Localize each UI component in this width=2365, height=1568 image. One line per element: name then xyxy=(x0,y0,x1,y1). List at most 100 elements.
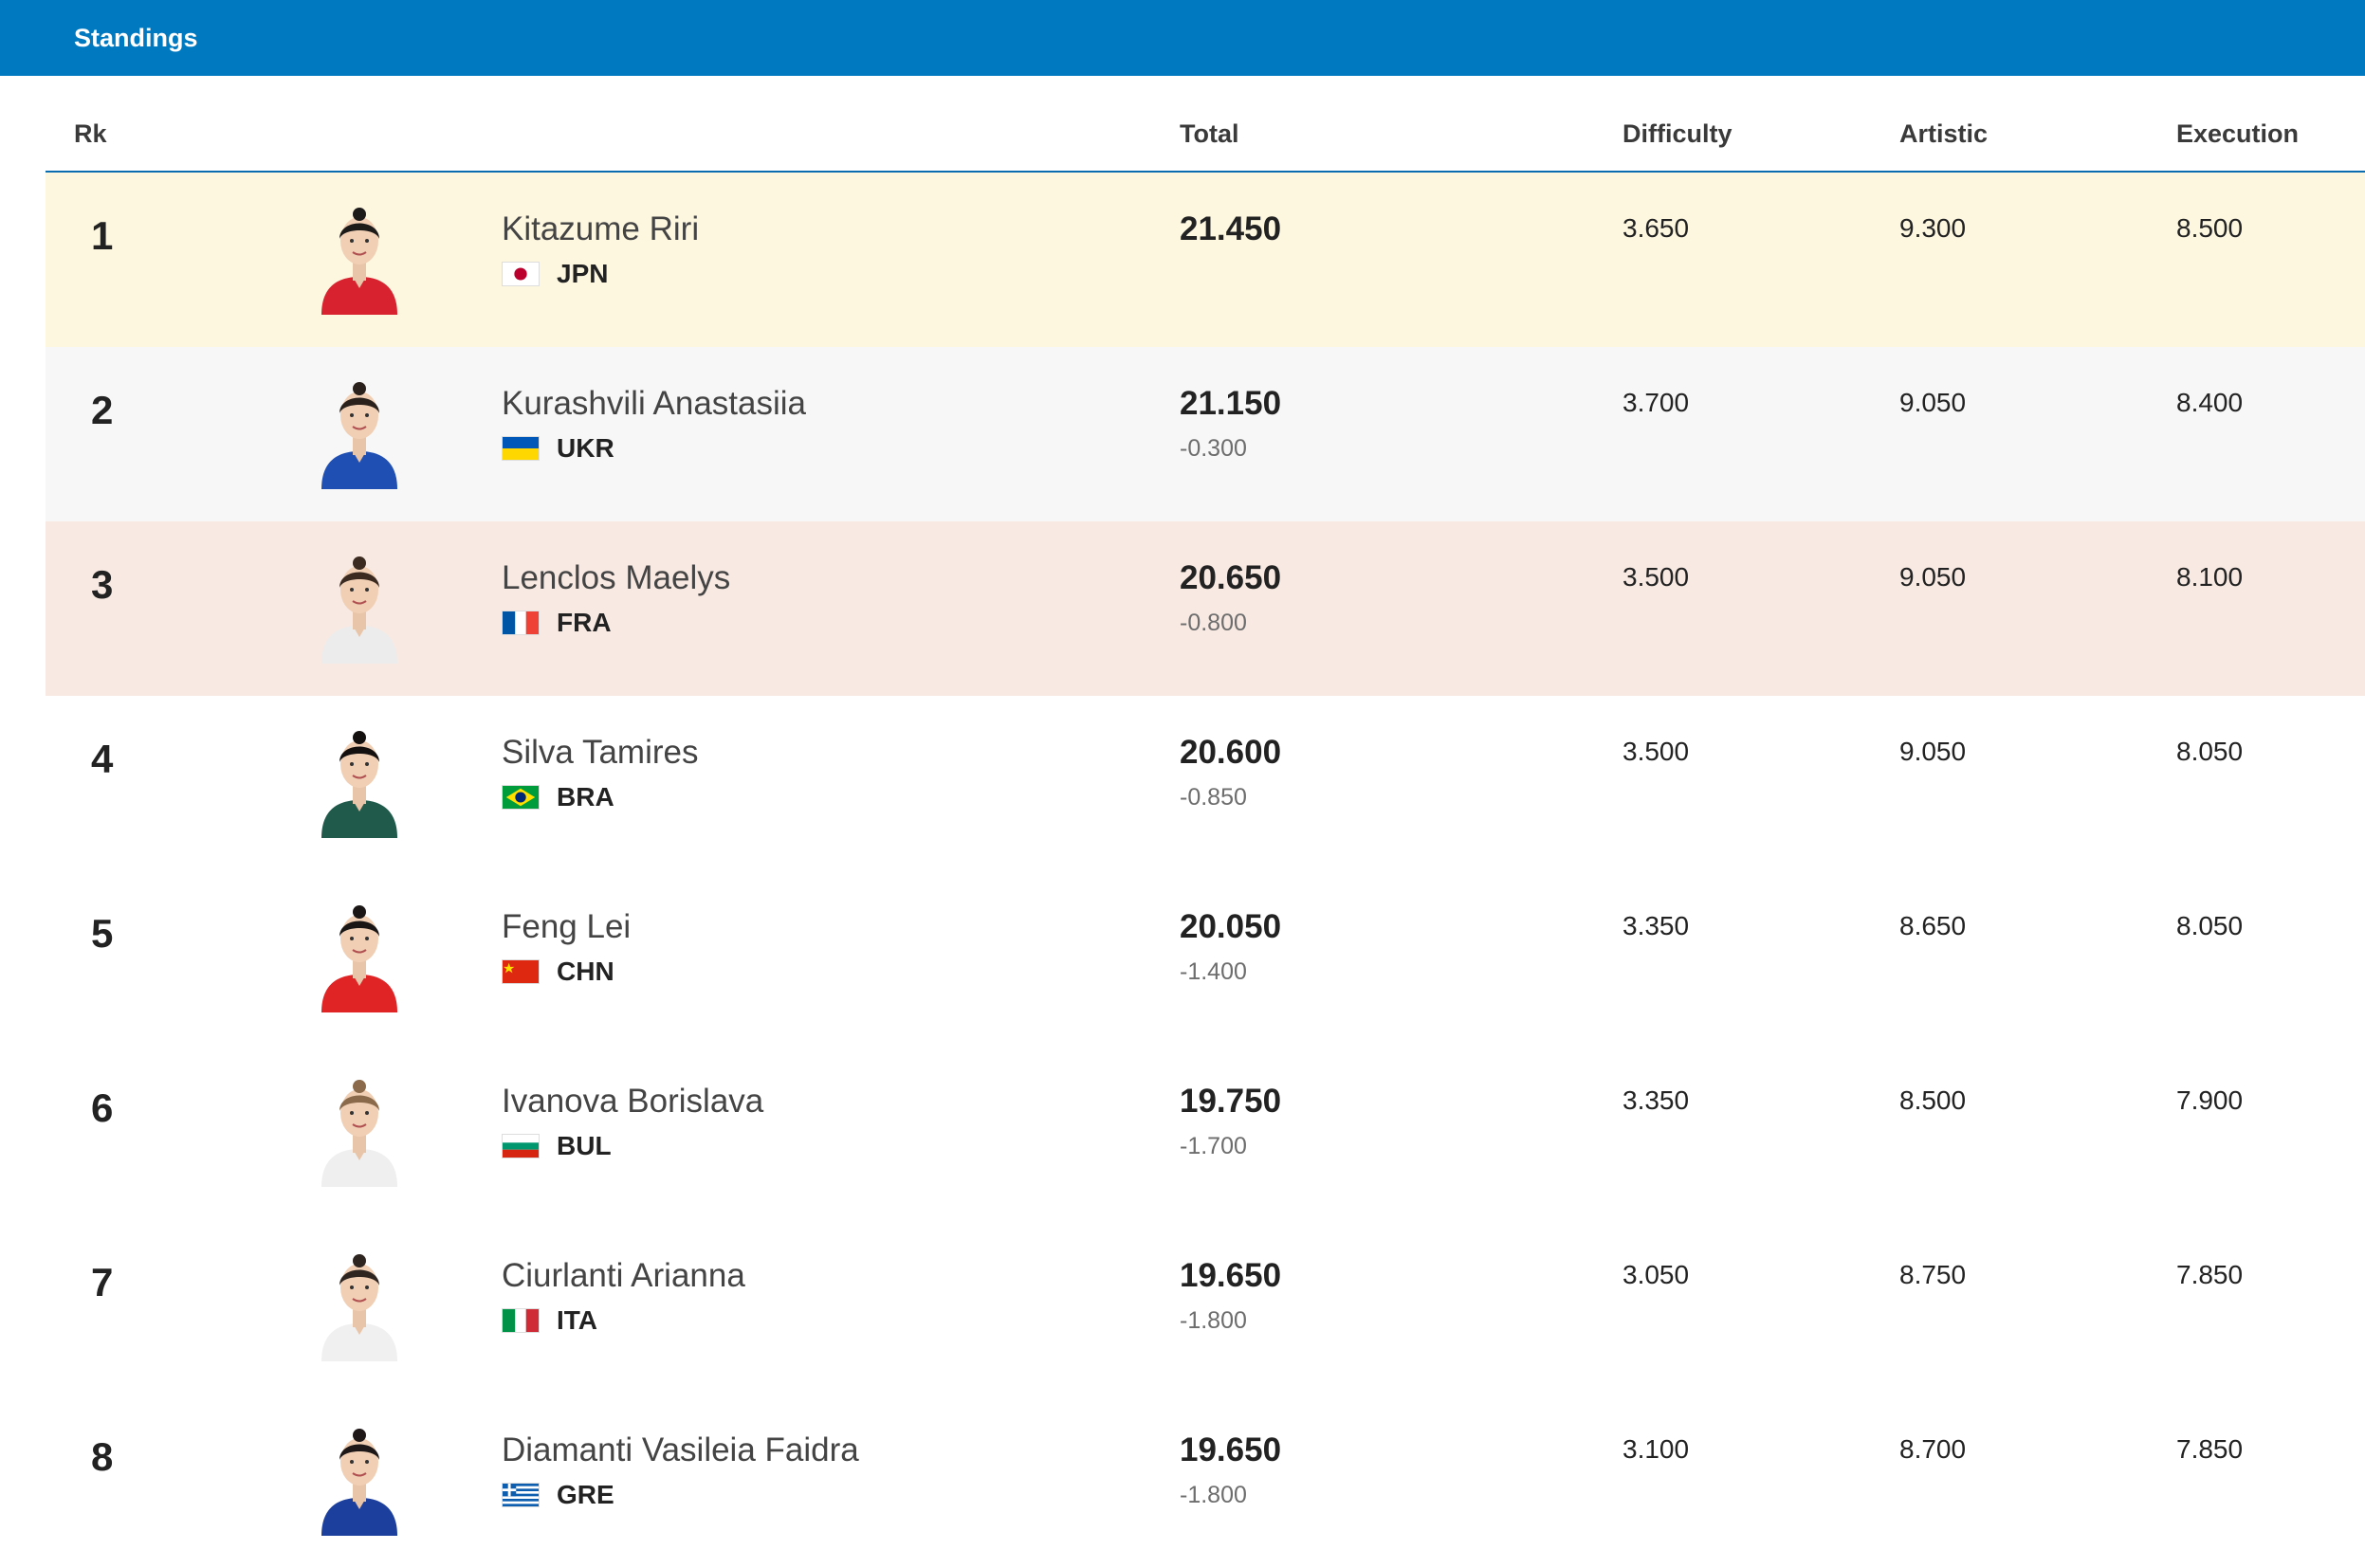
difficulty-score: 3.100 xyxy=(1622,1434,1690,1464)
execution-score: 8.050 xyxy=(2176,911,2244,940)
difficulty-score: 3.650 xyxy=(1622,213,1690,243)
athlete-photo xyxy=(317,372,402,489)
artistic-score: 9.050 xyxy=(1899,737,1967,766)
athlete-country: UKR xyxy=(502,432,614,465)
total-score: 19.750 xyxy=(1180,1083,1282,1120)
execution-score: 8.050 xyxy=(2176,737,2244,766)
table-row[interactable]: 4 Silva Tamires BRA 20.600 -0.850 3.500 9.050 8… xyxy=(46,696,2365,870)
country-code: BUL xyxy=(557,1131,612,1160)
flag-icon xyxy=(502,611,540,635)
artistic-score: 9.050 xyxy=(1899,562,1967,592)
table-row[interactable]: 3 Lenclos Maelys FRA 20.650 -0.800 3.500 9.050… xyxy=(46,521,2365,696)
total-score: 21.150 xyxy=(1180,385,1282,422)
artistic-score: 8.700 xyxy=(1899,1434,1967,1464)
athlete-name[interactable]: Kurashvili Anastasiia xyxy=(502,385,806,422)
country-code: UKR xyxy=(557,433,614,463)
athlete-name[interactable]: Silva Tamires xyxy=(502,734,699,771)
gap-to-leader: -1.400 xyxy=(1180,958,1247,985)
athlete-country: CHN xyxy=(502,956,614,988)
gap-to-leader: -1.800 xyxy=(1180,1307,1247,1334)
rank-value: 8 xyxy=(91,1434,114,1479)
flag-icon xyxy=(502,1308,540,1333)
rank-value: 7 xyxy=(91,1260,114,1304)
athlete-country: BRA xyxy=(502,781,614,813)
country-code: CHN xyxy=(557,957,614,986)
difficulty-score: 3.350 xyxy=(1622,1085,1690,1115)
athlete-photo xyxy=(317,1418,402,1536)
column-header-difficulty[interactable]: Difficulty xyxy=(1622,119,1732,148)
standings-table: Rk Total Difficulty Artistic Execution 1… xyxy=(46,76,2365,1568)
athlete-photo xyxy=(317,197,402,315)
artistic-score: 8.750 xyxy=(1899,1260,1967,1289)
athlete-photo xyxy=(317,546,402,664)
difficulty-score: 3.050 xyxy=(1622,1260,1690,1289)
athlete-photo xyxy=(317,1244,402,1361)
rank-value: 4 xyxy=(91,737,114,781)
athlete-name[interactable]: Feng Lei xyxy=(502,908,632,945)
total-score: 19.650 xyxy=(1180,1431,1282,1468)
table-row[interactable]: 2 Kurashvili Anastasiia UKR 21.150 -0.300 3.7… xyxy=(46,347,2365,521)
table-row[interactable]: 1 Kitazume Riri JPN 21.450 3.650 9.300 8.500 xyxy=(46,173,2365,347)
rank-value: 2 xyxy=(91,388,114,432)
rank-value: 1 xyxy=(91,213,114,258)
execution-score: 8.100 xyxy=(2176,562,2244,592)
athlete-name[interactable]: Lenclos Maelys xyxy=(502,559,731,596)
gap-to-leader: -1.800 xyxy=(1180,1482,1247,1508)
gap-to-leader: -0.300 xyxy=(1180,435,1247,462)
table-body: 1 Kitazume Riri JPN 21.450 3.650 9.300 8.500 2 K… xyxy=(46,173,2365,1568)
flag-icon xyxy=(502,959,540,984)
athlete-photo xyxy=(317,720,402,838)
table-row[interactable]: 6 Ivanova Borislava BUL 19.750 -1.700 3.350 8.… xyxy=(46,1045,2365,1219)
country-code: FRA xyxy=(557,608,612,637)
artistic-score: 9.050 xyxy=(1899,388,1967,417)
execution-score: 8.500 xyxy=(2176,213,2244,243)
flag-icon xyxy=(502,785,540,810)
athlete-name[interactable]: Ciurlanti Arianna xyxy=(502,1257,745,1294)
athlete-name[interactable]: Diamanti Vasileia Faidra xyxy=(502,1431,859,1468)
table-row[interactable]: 8 Diamanti Vasileia Faidra GRE 19.650 -1.800… xyxy=(46,1394,2365,1568)
country-code: GRE xyxy=(557,1480,614,1509)
athlete-country: FRA xyxy=(502,607,612,639)
page-title: Standings xyxy=(74,24,198,52)
artistic-score: 8.650 xyxy=(1899,911,1967,940)
country-code: BRA xyxy=(557,782,614,811)
flag-icon xyxy=(502,1134,540,1158)
total-score: 20.650 xyxy=(1180,559,1282,596)
total-score: 19.650 xyxy=(1180,1257,1282,1294)
artistic-score: 9.300 xyxy=(1899,213,1967,243)
standings-header-bar: Standings xyxy=(0,0,2365,76)
difficulty-score: 3.500 xyxy=(1622,562,1690,592)
rank-value: 5 xyxy=(91,911,114,956)
rank-value: 6 xyxy=(91,1085,114,1130)
table-row[interactable]: 5 Feng Lei CHN 20.050 -1.400 3.350 8.650 8.050 xyxy=(46,870,2365,1045)
table-row[interactable]: 7 Ciurlanti Arianna ITA 19.650 -1.800 3.050 8.… xyxy=(46,1219,2365,1394)
table-header: Rk Total Difficulty Artistic Execution xyxy=(46,76,2365,173)
athlete-country: JPN xyxy=(502,258,608,290)
execution-score: 7.850 xyxy=(2176,1260,2244,1289)
country-code: JPN xyxy=(557,259,609,288)
flag-icon xyxy=(502,436,540,461)
artistic-score: 8.500 xyxy=(1899,1085,1967,1115)
column-header-execution[interactable]: Execution xyxy=(2176,119,2300,148)
athlete-country: BUL xyxy=(502,1130,612,1162)
column-header-total[interactable]: Total xyxy=(1180,119,1239,148)
flag-icon xyxy=(502,1483,540,1507)
athlete-photo xyxy=(317,895,402,1012)
country-code: ITA xyxy=(557,1305,598,1335)
execution-score: 7.900 xyxy=(2176,1085,2244,1115)
athlete-photo xyxy=(317,1069,402,1187)
difficulty-score: 3.700 xyxy=(1622,388,1690,417)
athlete-name[interactable]: Ivanova Borislava xyxy=(502,1083,764,1120)
athlete-name[interactable]: Kitazume Riri xyxy=(502,210,700,247)
total-score: 21.450 xyxy=(1180,210,1282,247)
total-score: 20.050 xyxy=(1180,908,1282,945)
flag-icon xyxy=(502,262,540,286)
athlete-country: ITA xyxy=(502,1304,597,1337)
column-header-rank[interactable]: Rk xyxy=(74,119,107,148)
gap-to-leader: -0.800 xyxy=(1180,610,1247,636)
athlete-country: GRE xyxy=(502,1479,614,1511)
execution-score: 7.850 xyxy=(2176,1434,2244,1464)
difficulty-score: 3.500 xyxy=(1622,737,1690,766)
column-header-artistic[interactable]: Artistic xyxy=(1899,119,1989,148)
rank-value: 3 xyxy=(91,562,114,607)
